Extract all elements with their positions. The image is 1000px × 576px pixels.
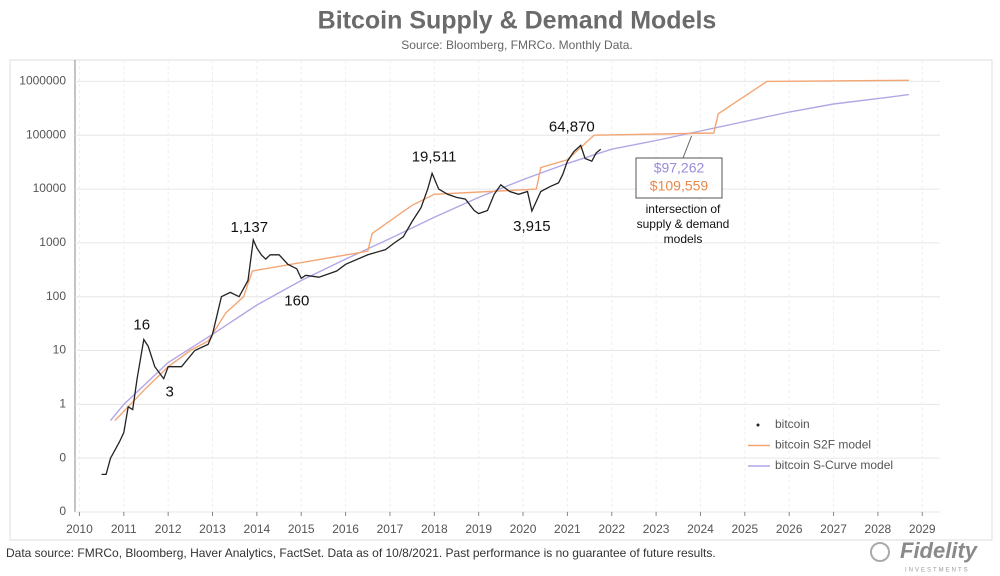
intersection-value: $97,262 [654, 160, 705, 176]
x-tick-label: 2022 [598, 522, 625, 536]
x-tick-label: 2024 [687, 522, 714, 536]
annotation: 19,511 [412, 148, 457, 165]
plot-frame [9, 59, 993, 541]
logo-icon [870, 542, 890, 562]
annotation: 3 [166, 384, 174, 401]
y-tick-label: 100000 [26, 127, 66, 141]
x-tick-label: 2026 [776, 522, 803, 536]
y-tick-label: 10000 [33, 181, 67, 195]
annotation: 160 [284, 293, 309, 310]
annotation: 16 [133, 317, 150, 334]
y-tick-label: 1000000 [19, 74, 66, 88]
chart-title: Bitcoin Supply & Demand Models [318, 7, 717, 35]
x-tick-label: 2027 [820, 522, 847, 536]
intersection-note: intersection of [646, 202, 721, 216]
series-line [101, 144, 602, 476]
x-tick-label: 2018 [421, 522, 448, 536]
y-tick-label: 1000 [39, 235, 66, 249]
x-tick-label: 2025 [731, 522, 758, 536]
legend-marker [756, 423, 760, 427]
y-tick-label: 100 [46, 289, 66, 303]
logo-sub: INVESTMENTS [905, 568, 970, 574]
x-tick-label: 2023 [643, 522, 670, 536]
legend-label: bitcoin [775, 417, 810, 431]
x-tick-label: 2019 [465, 522, 492, 536]
intersection-pointer [682, 135, 693, 159]
x-tick-label: 2021 [554, 522, 581, 536]
x-tick-label: 2014 [244, 522, 271, 536]
series-line [114, 79, 909, 422]
x-tick-label: 2020 [510, 522, 537, 536]
x-tick-label: 2017 [377, 522, 404, 536]
y-tick-label: 0 [59, 504, 66, 518]
legend-label: bitcoin S2F model [775, 438, 871, 452]
x-tick-label: 2012 [155, 522, 182, 536]
y-tick-label: 1 [59, 397, 66, 411]
intersection-note: supply & demand [637, 217, 730, 231]
x-tick-label: 2016 [332, 522, 359, 536]
series-line [109, 93, 909, 422]
y-tick-label: 10 [53, 343, 67, 357]
x-tick-label: 2011 [111, 522, 137, 536]
annotation: 1,137 [231, 219, 269, 236]
x-tick-label: 2028 [865, 522, 892, 536]
annotation: 64,870 [549, 118, 595, 135]
x-tick-label: 2015 [288, 522, 315, 536]
legend-label: bitcoin S-Curve model [775, 458, 893, 472]
y-tick-label: 0 [59, 450, 66, 464]
x-tick-label: 2010 [66, 522, 93, 536]
intersection-value: $109,559 [650, 178, 709, 194]
footer-source: Data source: FMRCo, Bloomberg, Haver Ana… [6, 546, 716, 560]
intersection-note: models [664, 232, 703, 246]
intersection-box [635, 157, 723, 199]
logo: Fidelity [900, 538, 979, 563]
annotation: 3,915 [513, 218, 551, 235]
x-tick-label: 2013 [199, 522, 226, 536]
x-tick-label: 2029 [909, 522, 936, 536]
chart-subtitle: Source: Bloomberg, FMRCo. Monthly Data. [401, 38, 632, 52]
